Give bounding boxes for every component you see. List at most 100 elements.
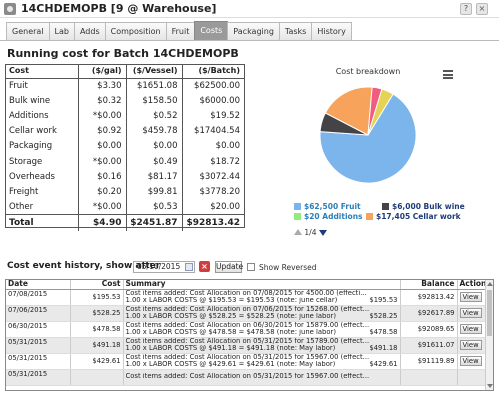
calendar-icon[interactable] — [185, 263, 193, 271]
total-value: $4.90 — [78, 214, 127, 231]
pie-slice[interactable] — [324, 86, 373, 136]
legend-item[interactable]: $20 Additions — [294, 212, 363, 221]
summary-amount: $195.53 — [369, 297, 398, 304]
cost-value: $81.17 — [126, 169, 183, 185]
history-balance: $92813.42 — [400, 289, 458, 306]
cost-category: Additions — [6, 108, 79, 124]
cost-row: Freight $0.20 $99.81 $3778.20 — [6, 184, 244, 200]
scroll-down-arrow-icon[interactable] — [487, 384, 493, 388]
history-col-balance: Balance — [400, 280, 458, 290]
legend-prev-arrow-icon[interactable] — [294, 229, 302, 235]
tab-general[interactable]: General — [6, 22, 50, 40]
cost-category: Other — [6, 199, 79, 215]
cost-category: Freight — [6, 184, 79, 200]
view-button[interactable]: View — [459, 340, 482, 350]
summary-line: Cost items added: Cost Allocation on 06/… — [125, 321, 370, 329]
cost-category: Storage — [6, 153, 79, 170]
update-button[interactable]: Update — [215, 261, 244, 273]
summary-amount: $429.61 — [369, 361, 398, 368]
legend-label: $62,500 Fruit — [304, 202, 361, 211]
close-button[interactable]: × — [476, 3, 488, 15]
summary-line: Cost items added: Cost Allocation on 05/… — [125, 373, 370, 381]
history-date: 05/31/2015 — [6, 337, 71, 354]
cost-col-header: ($/Batch) — [182, 65, 244, 79]
title-bar: 14CHDEMOPB [9 @ Warehouse] ? × — [0, 0, 499, 18]
history-scrollbar[interactable] — [485, 280, 493, 390]
view-button[interactable]: View — [459, 292, 482, 302]
cost-value: *$0.00 — [78, 153, 127, 170]
show-after-date-input[interactable]: 05/10/2015 — [133, 261, 195, 273]
history-action: View — [457, 337, 488, 354]
total-value: $2451.87 — [126, 214, 183, 231]
summary-line: Cost items added: Cost Allocation on 07/… — [125, 289, 367, 297]
cost-row: Additions *$0.00 $0.52 $19.52 — [6, 108, 244, 124]
legend-label: $17,405 Cellar work — [376, 212, 461, 221]
pie-slice[interactable] — [367, 88, 394, 136]
legend-label: $20 Additions — [304, 212, 363, 221]
cost-category: Cellar work — [6, 123, 79, 139]
history-date: 06/30/2015 — [6, 321, 71, 338]
cost-table: Cost ($/gal) ($/Vessel) ($/Batch) Fruit $3.3… — [5, 64, 245, 231]
history-row: 06/30/2015 $478.58 Cost items added: Cost … — [6, 321, 488, 338]
cost-table-header: Cost ($/gal) ($/Vessel) ($/Batch) — [6, 65, 244, 79]
tab-lab[interactable]: Lab — [48, 22, 75, 40]
legend-label: $6,000 Bulk wine — [392, 202, 465, 211]
cost-row: Storage *$0.00 $0.49 $18.72 — [6, 153, 244, 170]
scroll-thumb[interactable] — [487, 290, 492, 336]
cost-col-header: Cost — [6, 65, 79, 79]
legend-next-arrow-icon[interactable] — [318, 230, 327, 236]
cost-value: $0.00 — [126, 138, 183, 154]
history-balance: $91119.89 — [400, 353, 458, 370]
window-title: 14CHDEMOPB [9 @ Warehouse] — [21, 2, 217, 15]
history-cost: $429.61 — [70, 353, 124, 370]
cost-category: Fruit — [6, 78, 79, 94]
running-cost-heading: Running cost for Batch 14CHDEMOPB — [7, 47, 239, 60]
legend-item[interactable]: $6,000 Bulk wine — [382, 202, 465, 211]
cost-value: $17404.54 — [194, 126, 240, 137]
tab-composition[interactable]: Composition — [104, 22, 167, 40]
tab-costs[interactable]: Costs — [194, 21, 229, 40]
history-row: 05/31/2015 Cost items added: Cost Allocat… — [6, 369, 488, 386]
pie-slice[interactable] — [319, 93, 417, 184]
tab-packaging[interactable]: Packaging — [227, 22, 280, 40]
legend-item[interactable]: $62,500 Fruit — [294, 202, 361, 211]
history-action: View — [457, 321, 488, 338]
cost-total-row: Total $4.90 $2451.87 $92813.42 — [6, 214, 244, 231]
summary-detail-text: 1.00 x LABOR COSTS @ $195.53 = $195.53 (… — [125, 297, 338, 304]
cost-value: $0.00 — [215, 141, 240, 152]
history-balance: $91611.07 — [400, 337, 458, 354]
summary-line: Cost items added: Cost Allocation on 05/… — [125, 353, 370, 361]
tab-history[interactable]: History — [311, 22, 352, 40]
clear-date-icon[interactable]: × — [199, 261, 210, 272]
hamburger-menu-icon[interactable] — [443, 70, 453, 79]
cost-row: Packaging $0.00 $0.00 $0.00 — [6, 138, 244, 154]
history-balance: $92089.65 — [400, 321, 458, 338]
history-cost: $195.53 — [70, 289, 124, 306]
cost-category: Bulk wine — [6, 93, 79, 109]
view-button[interactable]: View — [459, 324, 482, 334]
legend-item[interactable]: $17,405 Cellar work — [366, 212, 461, 221]
tab-adds[interactable]: Adds — [73, 22, 106, 40]
cost-category: Overheads — [6, 169, 79, 185]
legend-swatch — [294, 213, 301, 220]
cost-value: $459.78 — [126, 123, 183, 139]
summary-detail: 1.00 x LABOR COSTS @ $195.53 = $195.53 (… — [125, 297, 398, 304]
scroll-up-arrow-icon[interactable] — [487, 282, 493, 286]
show-reversed-checkbox[interactable] — [247, 263, 255, 271]
history-action: View — [457, 305, 488, 322]
tab-fruit[interactable]: Fruit — [165, 22, 196, 40]
history-row: 05/31/2015 $429.61 Cost items added: Cost … — [6, 353, 488, 370]
help-button[interactable]: ? — [460, 3, 472, 15]
tab-tasks[interactable]: Tasks — [278, 22, 313, 40]
history-cost: $478.58 — [70, 321, 124, 338]
legend-swatch — [366, 213, 373, 220]
summary-detail-text: 1.00 x LABOR COSTS @ $429.61 = $429.61 (… — [125, 361, 336, 368]
cost-value: $19.52 — [210, 110, 240, 121]
view-button[interactable]: View — [459, 356, 482, 366]
history-row: 07/08/2015 $195.53 Cost items added: Cost … — [6, 289, 488, 306]
summary-line: Cost items added: Cost Allocation on 07/… — [125, 305, 370, 313]
view-button[interactable]: View — [459, 308, 482, 318]
cost-value: $99.81 — [126, 184, 183, 200]
cost-value: $0.52 — [126, 108, 183, 124]
tab-divider — [0, 40, 499, 41]
